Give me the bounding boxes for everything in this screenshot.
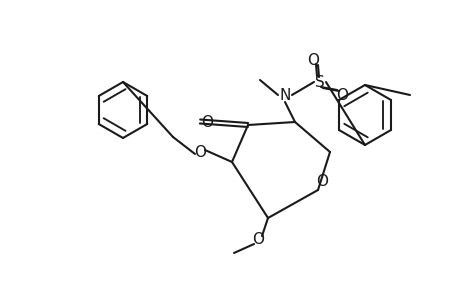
Text: O: O [194, 145, 206, 160]
Text: O: O [315, 175, 327, 190]
Text: O: O [252, 232, 263, 247]
Text: N: N [279, 88, 290, 103]
Text: O: O [306, 52, 318, 68]
Text: O: O [335, 88, 347, 103]
Text: S: S [314, 74, 324, 89]
Text: O: O [201, 115, 213, 130]
